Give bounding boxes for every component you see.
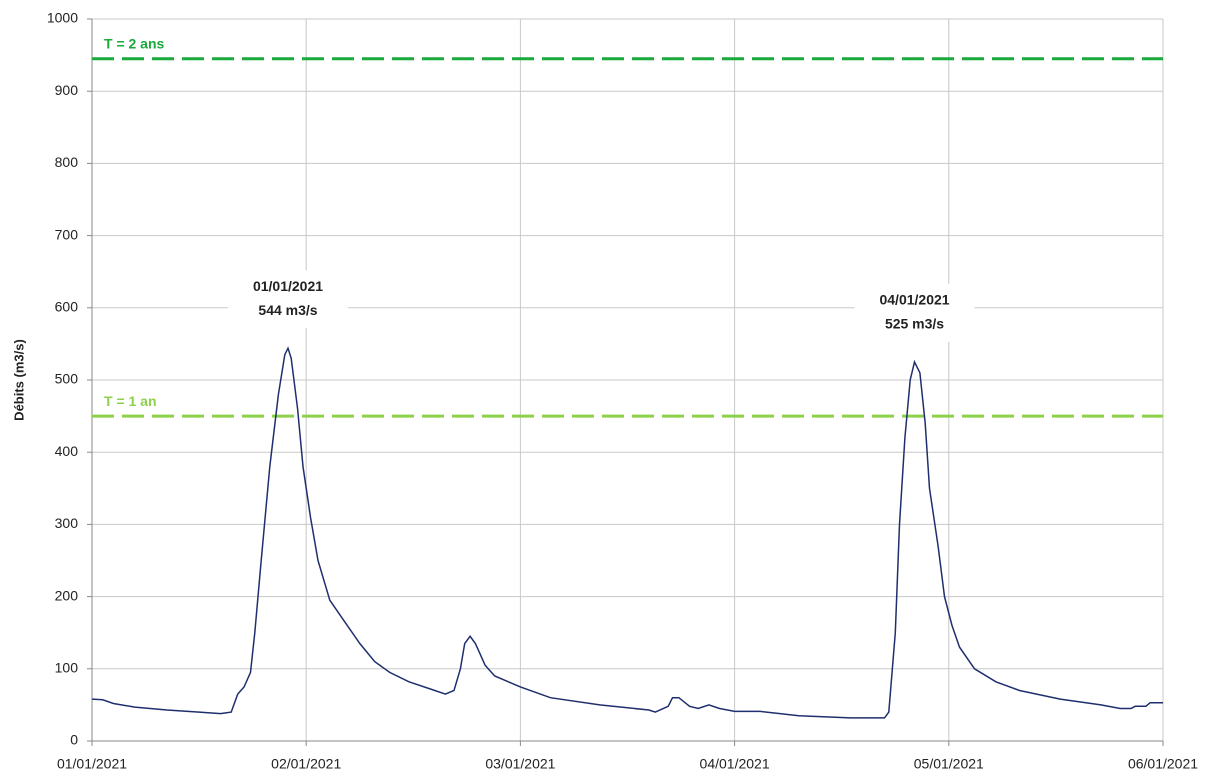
x-tick-label: 06/01/2021	[1128, 756, 1198, 772]
y-tick-label: 700	[55, 226, 79, 242]
data-line	[91, 346, 1163, 719]
y-tick-label: 200	[55, 587, 79, 603]
annotation-text: 04/01/2021	[879, 292, 949, 308]
y-tick-label: 100	[55, 660, 79, 676]
threshold-label: T = 1 an	[104, 393, 157, 409]
y-tick-label: 1000	[47, 10, 78, 26]
y-tick-label: 0	[70, 732, 78, 748]
y-tick-label: 400	[55, 443, 79, 459]
y-tick-label: 900	[55, 82, 79, 98]
y-tick-label: 500	[55, 371, 79, 387]
x-tick-label: 03/01/2021	[485, 756, 555, 772]
annotation-text: 525 m3/s	[885, 316, 944, 332]
y-tick-label: 800	[55, 154, 79, 170]
x-tick-label: 02/01/2021	[271, 756, 341, 772]
y-axis-label: Débits (m3/s)	[11, 339, 26, 421]
x-tick-label: 05/01/2021	[914, 756, 984, 772]
x-tick-label: 01/01/2021	[57, 756, 127, 772]
annotation-text: 544 m3/s	[258, 302, 317, 318]
annotation-box	[227, 270, 348, 329]
annotation-box	[854, 283, 975, 342]
threshold-label: T = 2 ans	[104, 35, 165, 51]
y-tick-label: 600	[55, 299, 79, 315]
x-tick-label: 04/01/2021	[700, 756, 770, 772]
y-tick-label: 300	[55, 515, 79, 531]
annotation-text: 01/01/2021	[253, 278, 323, 294]
